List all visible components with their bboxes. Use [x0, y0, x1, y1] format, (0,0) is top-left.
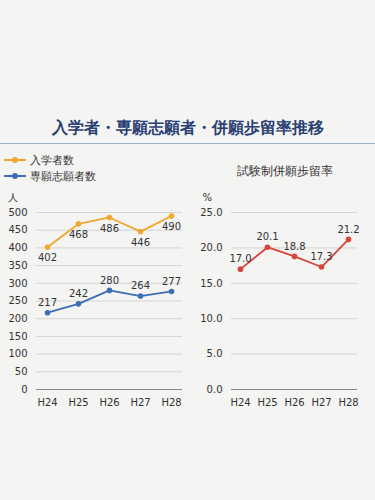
svg-text:H25: H25	[68, 397, 88, 408]
html-text:試験制併願歩留率: 試験制併願歩留率	[237, 163, 333, 178]
svg-text:402: 402	[38, 252, 57, 263]
html-text:入学者・専願志願者・併願歩留率推移: 入学者・専願志願者・併願歩留率推移	[51, 118, 324, 137]
svg-text:486: 486	[100, 223, 119, 234]
svg-text:100: 100	[8, 348, 27, 359]
svg-text:21.2: 21.2	[337, 224, 359, 235]
svg-text:200: 200	[8, 313, 27, 324]
svg-text:250: 250	[8, 295, 27, 306]
svg-text:10.0: 10.0	[200, 313, 222, 324]
svg-text:H27: H27	[130, 397, 150, 408]
html-text:専願志願者数: 専願志願者数	[30, 169, 96, 183]
svg-text:490: 490	[162, 221, 181, 232]
svg-text:H27: H27	[311, 397, 331, 408]
svg-text:15.0: 15.0	[200, 278, 222, 289]
svg-text:468: 468	[69, 229, 88, 240]
svg-text:H28: H28	[161, 397, 181, 408]
svg-text:%: %	[203, 192, 213, 203]
svg-text:350: 350	[8, 260, 27, 271]
svg-text:H28: H28	[338, 397, 358, 408]
svg-text:人: 人	[8, 192, 18, 203]
svg-text:500: 500	[8, 207, 27, 218]
svg-text:242: 242	[69, 288, 88, 299]
svg-text:H26: H26	[284, 397, 304, 408]
svg-text:17.3: 17.3	[310, 251, 332, 262]
svg-text:300: 300	[8, 278, 27, 289]
svg-text:400: 400	[8, 242, 27, 253]
svg-text:H24: H24	[37, 397, 57, 408]
svg-text:25.0: 25.0	[200, 207, 222, 218]
svg-text:280: 280	[100, 275, 119, 286]
svg-text:H24: H24	[230, 397, 250, 408]
svg-text:50: 50	[15, 366, 28, 377]
svg-text:0.0: 0.0	[207, 384, 223, 395]
svg-text:H26: H26	[99, 397, 119, 408]
svg-text:20.0: 20.0	[200, 242, 222, 253]
svg-text:217: 217	[38, 297, 57, 308]
svg-text:17.0: 17.0	[229, 253, 251, 264]
svg-text:150: 150	[8, 331, 27, 342]
html-text:入学者数: 入学者数	[30, 153, 74, 167]
svg-text:20.1: 20.1	[256, 231, 278, 242]
svg-text:264: 264	[131, 280, 150, 291]
svg-text:277: 277	[162, 276, 181, 287]
svg-text:450: 450	[8, 224, 27, 235]
svg-text:446: 446	[131, 237, 150, 248]
svg-text:H25: H25	[257, 397, 277, 408]
svg-text:18.8: 18.8	[283, 241, 305, 252]
svg-text:5.0: 5.0	[207, 348, 223, 359]
svg-text:0: 0	[21, 384, 27, 395]
